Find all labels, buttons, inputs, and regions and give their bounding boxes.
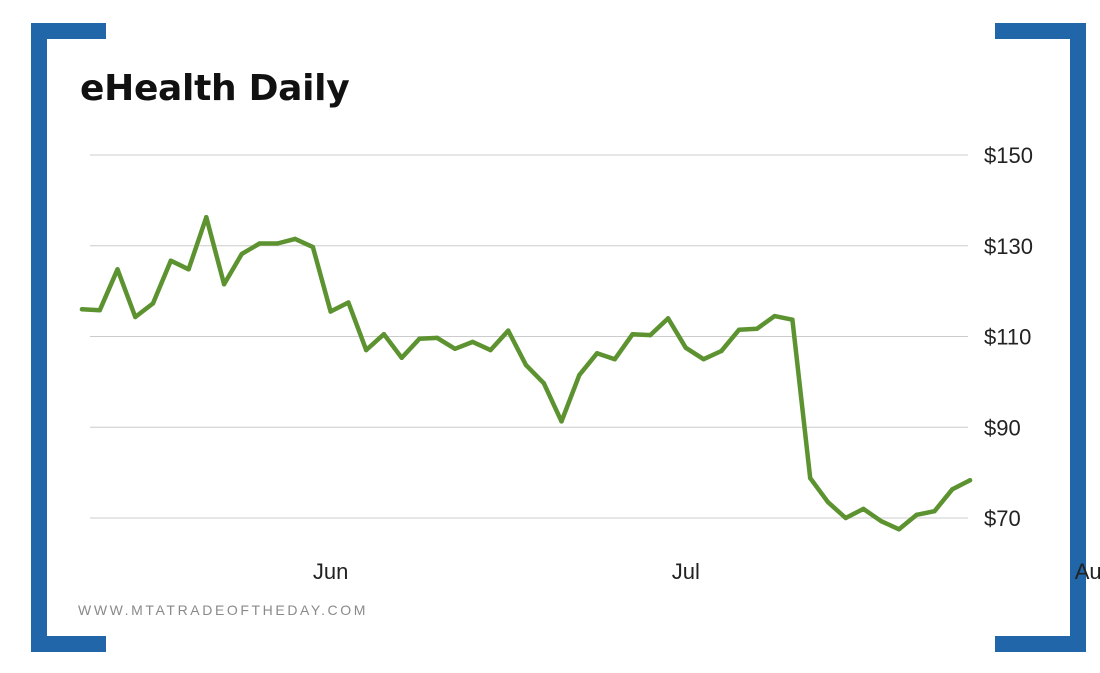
data-point [417, 336, 422, 341]
data-point [594, 351, 600, 356]
data-point [257, 241, 262, 246]
data-point [807, 475, 813, 481]
data-point [470, 339, 475, 345]
data-point [435, 335, 440, 341]
data-point [541, 381, 546, 386]
data-point [825, 499, 831, 505]
data-point [648, 332, 653, 338]
data-point [719, 348, 724, 354]
y-tick-label: $150 [984, 143, 1033, 168]
data-point [577, 372, 582, 378]
data-point [896, 527, 902, 532]
data-point [790, 317, 795, 322]
series-line [79, 214, 973, 532]
data-point [168, 258, 173, 263]
data-point [204, 214, 209, 220]
left-bracket [31, 23, 106, 652]
data-point [523, 362, 529, 368]
data-point [843, 515, 848, 521]
data-point [79, 307, 85, 312]
x-tick-label: Jun [313, 559, 348, 584]
data-point [381, 332, 387, 337]
footer-website: WWW.MTATRADEOFTHEDAY.COM [78, 602, 369, 618]
data-point [186, 267, 191, 272]
data-point [452, 346, 458, 351]
data-point [701, 356, 706, 362]
data-point [861, 506, 866, 512]
data-point [346, 300, 351, 305]
data-point [328, 309, 333, 314]
chart-title: eHealth Daily [80, 68, 350, 109]
y-tick-label: $90 [984, 415, 1021, 440]
data-point [97, 307, 102, 313]
data-point [310, 244, 316, 250]
data-point [133, 314, 138, 320]
data-point [150, 301, 156, 306]
right-bracket-shape [995, 23, 1086, 652]
data-point [612, 356, 617, 362]
data-point [292, 236, 298, 242]
data-point [772, 313, 777, 319]
left-bracket-shape [31, 23, 106, 652]
series-group [79, 214, 973, 532]
data-point [399, 355, 404, 361]
data-point [736, 327, 742, 332]
data-point [914, 512, 919, 518]
data-point [967, 478, 973, 483]
data-point [879, 518, 884, 524]
data-point [950, 487, 955, 492]
data-point [506, 328, 511, 333]
y-tick-label: $70 [984, 506, 1021, 531]
x-tick-label: Aug [1075, 559, 1100, 584]
data-point [239, 251, 245, 257]
data-point [932, 508, 937, 514]
x-tick-label: Jul [672, 559, 700, 584]
data-point [754, 326, 760, 331]
data-point [221, 282, 227, 287]
gridlines [90, 154, 968, 519]
data-point [559, 419, 564, 424]
data-point [115, 267, 120, 272]
y-tick-label: $110 [984, 325, 1031, 350]
y-axis-ticks: $150 $130 $110 $90 $70 [984, 143, 1033, 531]
data-point [683, 345, 689, 351]
data-point [488, 347, 493, 353]
data-point [275, 241, 280, 246]
data-point [630, 332, 635, 337]
data-point [363, 347, 369, 353]
x-axis-ticks: Jun Jul Aug [313, 559, 1100, 584]
y-tick-label: $130 [984, 234, 1033, 259]
data-point [665, 316, 671, 321]
